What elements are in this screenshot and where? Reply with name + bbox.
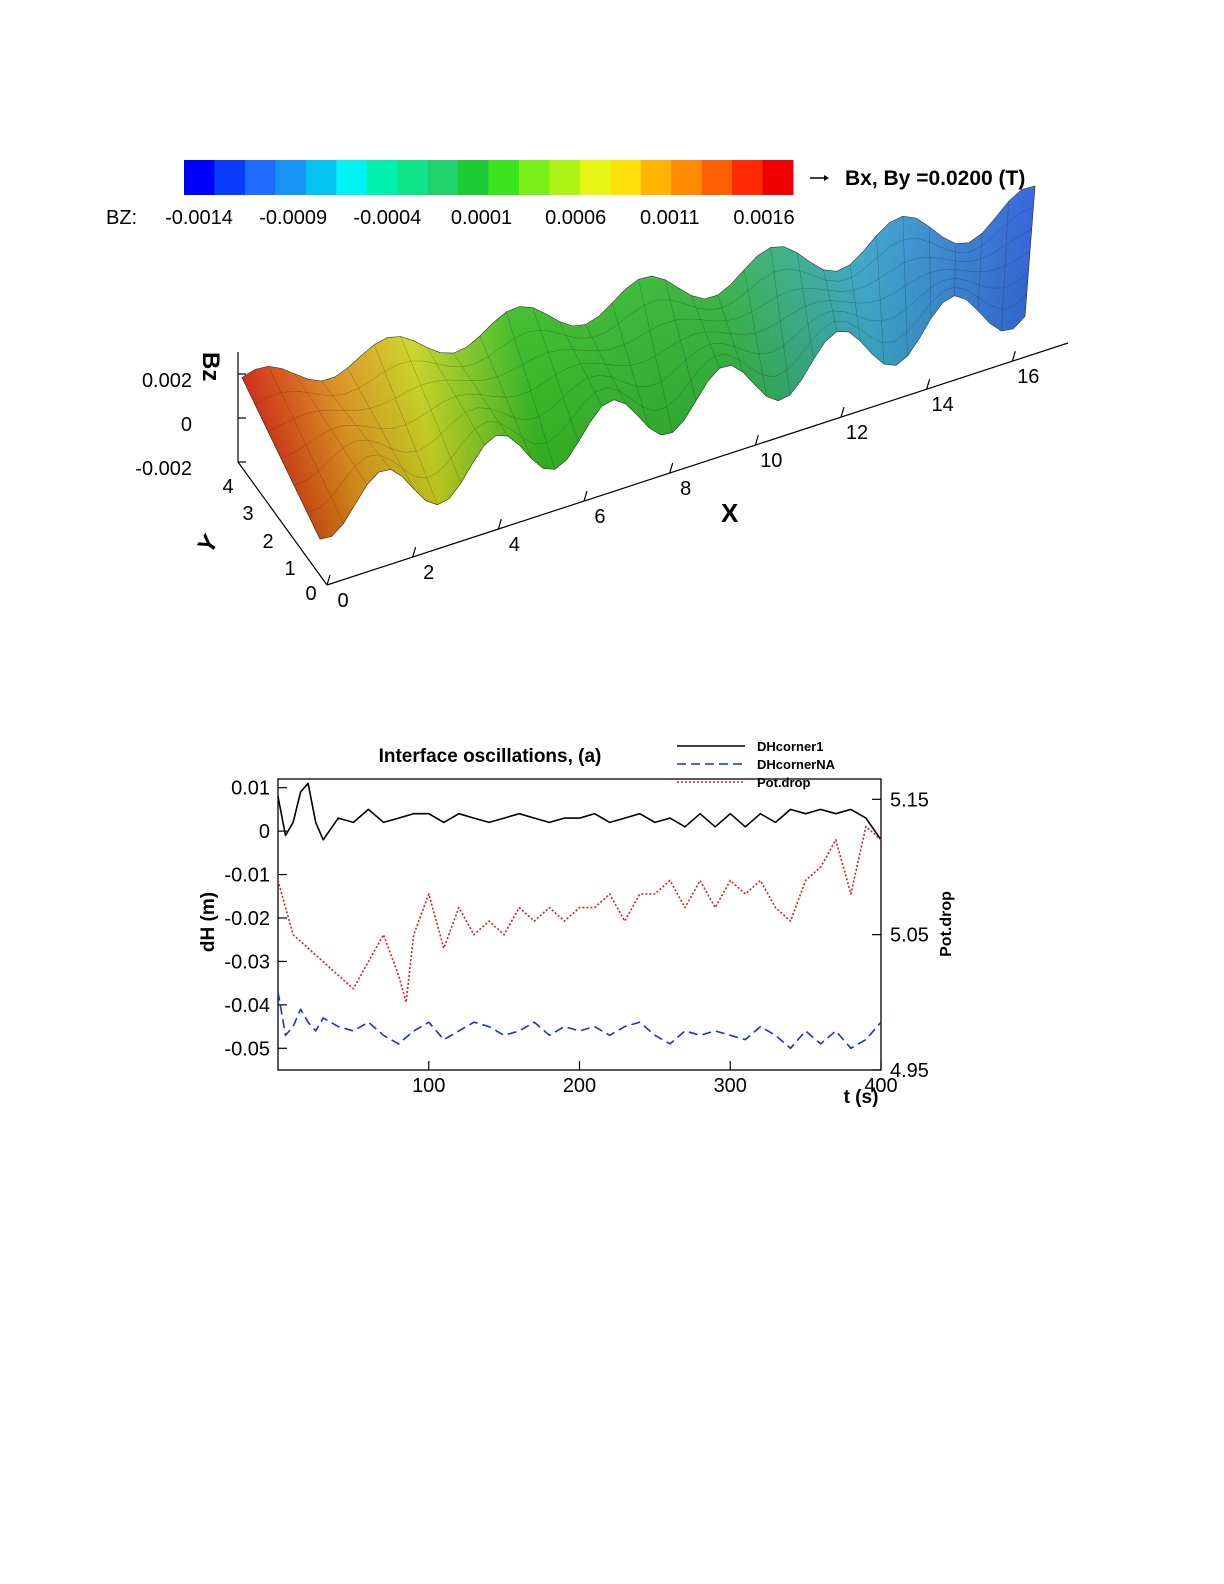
reference-vector-arrow — [810, 175, 829, 181]
chart-title: Interface oscillations, (a) — [379, 746, 602, 767]
colorbar-tick-label: -0.0004 — [353, 207, 421, 229]
colorbar-swatch — [305, 160, 337, 195]
colorbar-tick-label: -0.0014 — [165, 207, 233, 229]
colorbar-tick-label: -0.0009 — [259, 207, 327, 229]
3d-axes — [237, 342, 1069, 586]
colorbar-tick-label: 0.0001 — [451, 207, 512, 229]
y-tick-label: 2 — [262, 531, 273, 553]
colorbar-swatch — [640, 160, 672, 195]
x-tick-mark — [1011, 351, 1016, 362]
y-tick-label: 0.01 — [231, 778, 270, 800]
y-tick-label: -0.04 — [224, 995, 270, 1017]
x-tick-label: 0 — [337, 590, 348, 612]
x-tick-label: 6 — [594, 506, 605, 528]
x-tick-mark — [669, 462, 674, 474]
x-tick-label: 2 — [423, 562, 434, 584]
colorbar-tick-label: 0.0011 — [640, 207, 700, 229]
colorbar-swatch — [427, 160, 459, 195]
legend: DHcorner1 DHcornerNA Pot.drop — [677, 739, 836, 790]
x-tick-mark — [326, 574, 331, 586]
y-right-tick-label: 4.95 — [890, 1060, 929, 1082]
z-tick-label: 0 — [181, 414, 192, 436]
plot-frame — [277, 778, 882, 1071]
series-line-DHcornerNA — [277, 991, 882, 1050]
y-right-tick-label: 5.05 — [890, 925, 929, 947]
colorbar-swatch — [184, 160, 215, 195]
y-tick-label: 3 — [242, 503, 253, 525]
y-tick-label: 1 — [284, 558, 295, 580]
vector-reference-label: Bx, By =0.0200 (T) — [845, 167, 1025, 190]
z-tick-label: -0.002 — [135, 458, 192, 480]
x-tick-label: 14 — [932, 394, 954, 416]
x-tick-label: 16 — [1017, 366, 1039, 388]
colorbar-swatch — [579, 160, 611, 195]
legend-label: Pot.drop — [757, 775, 810, 790]
x-tick-mark — [926, 378, 931, 390]
y-tick-label: -0.05 — [224, 1038, 270, 1060]
x-tick-mark — [497, 518, 502, 530]
x-tick-label: 12 — [846, 422, 868, 444]
y-tick-label: -0.01 — [224, 865, 270, 887]
colorbar-tick-label: 0.0016 — [733, 207, 794, 229]
legend-label: DHcornerNA — [757, 757, 836, 772]
colorbar-swatch — [244, 160, 276, 195]
colorbar-swatch — [275, 160, 307, 195]
bz-surface-figure: -0.0014 -0.0009 -0.0004 0.0001 0.0006 0.0011 0… — [106, 160, 1069, 612]
colorbar-swatch — [488, 160, 520, 195]
y-right-axis-label: Pot.drop — [938, 891, 955, 957]
y-axis-label: Y — [193, 530, 224, 559]
colorbar-swatch — [366, 160, 398, 195]
legend-label: DHcorner1 — [757, 739, 823, 754]
colorbar-swatch — [610, 160, 642, 195]
x-tick-mark — [412, 546, 417, 558]
y-axis-label: dH (m) — [198, 892, 219, 952]
colorbar-tick-labels: -0.0014 -0.0009 -0.0004 0.0001 0.0006 0.0011 0… — [165, 207, 795, 229]
x-axis-label: t (s) — [844, 1087, 879, 1108]
colorbar-swatch — [671, 160, 703, 195]
x-tick-label: 300 — [714, 1075, 747, 1097]
x-tick-label: 100 — [412, 1075, 445, 1097]
x-tick-mark — [754, 434, 759, 446]
x-tick-label: 400 — [864, 1075, 897, 1097]
colorbar-swatch — [397, 160, 429, 195]
z-tick-label: 0.002 — [142, 370, 192, 392]
colorbar-tick-label: 0.0006 — [545, 207, 606, 229]
y-tick-label: 4 — [222, 476, 233, 498]
y-tick-label: 0 — [305, 583, 316, 605]
colorbar-swatch — [518, 160, 550, 195]
x-tick-label: 200 — [563, 1075, 596, 1097]
z-axis-label: Bz — [197, 352, 224, 381]
y-right-tick-label: 5.15 — [890, 789, 929, 811]
colorbar-swatch — [336, 160, 368, 195]
colorbar-swatch — [762, 160, 794, 195]
interface-oscillations-chart: Interface oscillations, (a) 100 200 300 400… — [198, 739, 955, 1108]
x-axis-label: X — [721, 498, 739, 528]
y-tick-label: -0.03 — [224, 951, 270, 973]
series-line-Pot.drop — [277, 825, 882, 1004]
colorbar-variable-label: BZ: — [106, 207, 137, 229]
bz-surface — [241, 185, 1036, 540]
colorbar — [184, 160, 794, 195]
x-tick-label: 10 — [760, 450, 782, 472]
colorbar-swatch — [458, 160, 489, 195]
x-tick-label: 4 — [509, 534, 520, 556]
y-tick-label: -0.02 — [224, 908, 270, 930]
series-line-DHcorner1 — [277, 782, 882, 841]
colorbar-swatch — [701, 160, 733, 195]
colorbar-swatch — [214, 160, 246, 195]
x-tick-label: 8 — [680, 478, 691, 500]
colorbar-swatch — [732, 160, 764, 195]
x-tick-mark — [583, 490, 588, 502]
colorbar-swatch — [549, 160, 581, 195]
y-tick-label: 0 — [259, 821, 270, 843]
x-tick-mark — [840, 406, 845, 418]
